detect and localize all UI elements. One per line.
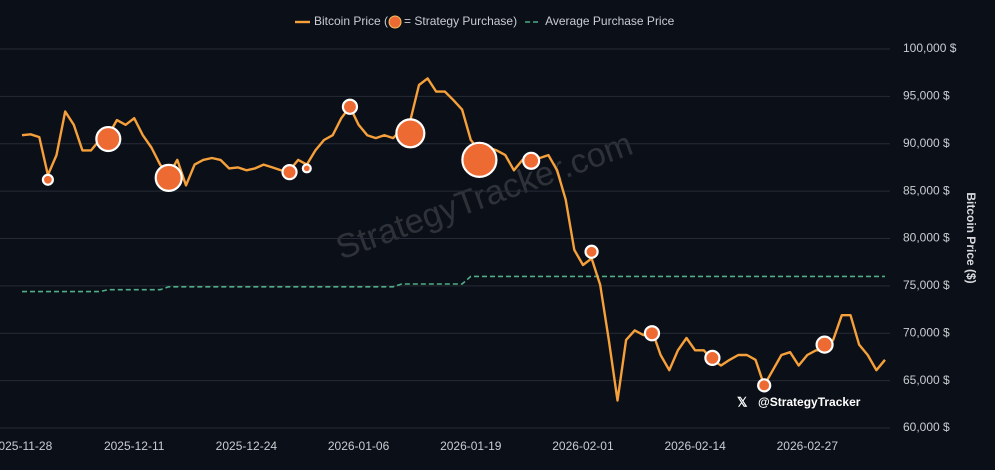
x-tick-label: 2026-02-14 [664, 439, 726, 453]
purchase-marker [584, 244, 599, 259]
y-tick-label: 85,000 $ [903, 183, 950, 197]
x-tick-label: 2026-02-27 [777, 439, 839, 453]
x-tick-label: 2025-12-24 [216, 439, 278, 453]
purchase-marker [41, 173, 54, 186]
x-tick-label: 2025-11-28 [0, 439, 53, 453]
average-line [22, 275, 885, 293]
y-axis-title: Bitcoin Price ($) [964, 192, 978, 283]
legend-label: = Strategy Purchase) [404, 14, 517, 28]
purchase-marker [757, 378, 772, 393]
legend: Bitcoin Price ( = Strategy Purchase) Avera… [295, 14, 675, 29]
x-tick-label: 2025-12-11 [104, 439, 165, 453]
y-tick-label: 75,000 $ [903, 278, 950, 292]
purchase-marker [461, 141, 498, 178]
purchase-marker [301, 163, 312, 174]
x-tick-label: 2026-01-19 [440, 439, 502, 453]
purchase-marker [95, 125, 122, 153]
x-tick-label: 2026-02-01 [552, 439, 614, 453]
plot: 60,000 $ 65,000 $ 70,000 $ 75,000 $ 80,000 $… [0, 41, 957, 453]
purchase-marker [281, 164, 298, 181]
purchase-marker [522, 151, 541, 170]
y-tick-label: 65,000 $ [903, 373, 950, 387]
y-tick-label: 80,000 $ [903, 231, 950, 245]
y-tick-label: 95,000 $ [903, 89, 950, 103]
legend-label: Average Purchase Price [545, 14, 675, 28]
y-tick-label: 90,000 $ [903, 136, 950, 150]
handle: @StrategyTracker [758, 395, 861, 409]
purchase-marker [395, 118, 426, 149]
y-tick-label: 70,000 $ [903, 325, 950, 339]
purchase-marker [643, 325, 661, 342]
purchase-marker [154, 163, 183, 192]
legend-purchase-icon [388, 15, 402, 29]
y-tick-label: 60,000 $ [903, 420, 950, 434]
purchase-marker [815, 335, 834, 354]
legend-label: Bitcoin Price ( [314, 14, 388, 28]
y-tick-label: 100,000 $ [903, 41, 957, 55]
x-logo: 𝕏 [737, 394, 748, 409]
purchase-marker [704, 349, 721, 367]
purchase-marker [341, 98, 359, 115]
x-tick-label: 2026-01-06 [328, 439, 390, 453]
